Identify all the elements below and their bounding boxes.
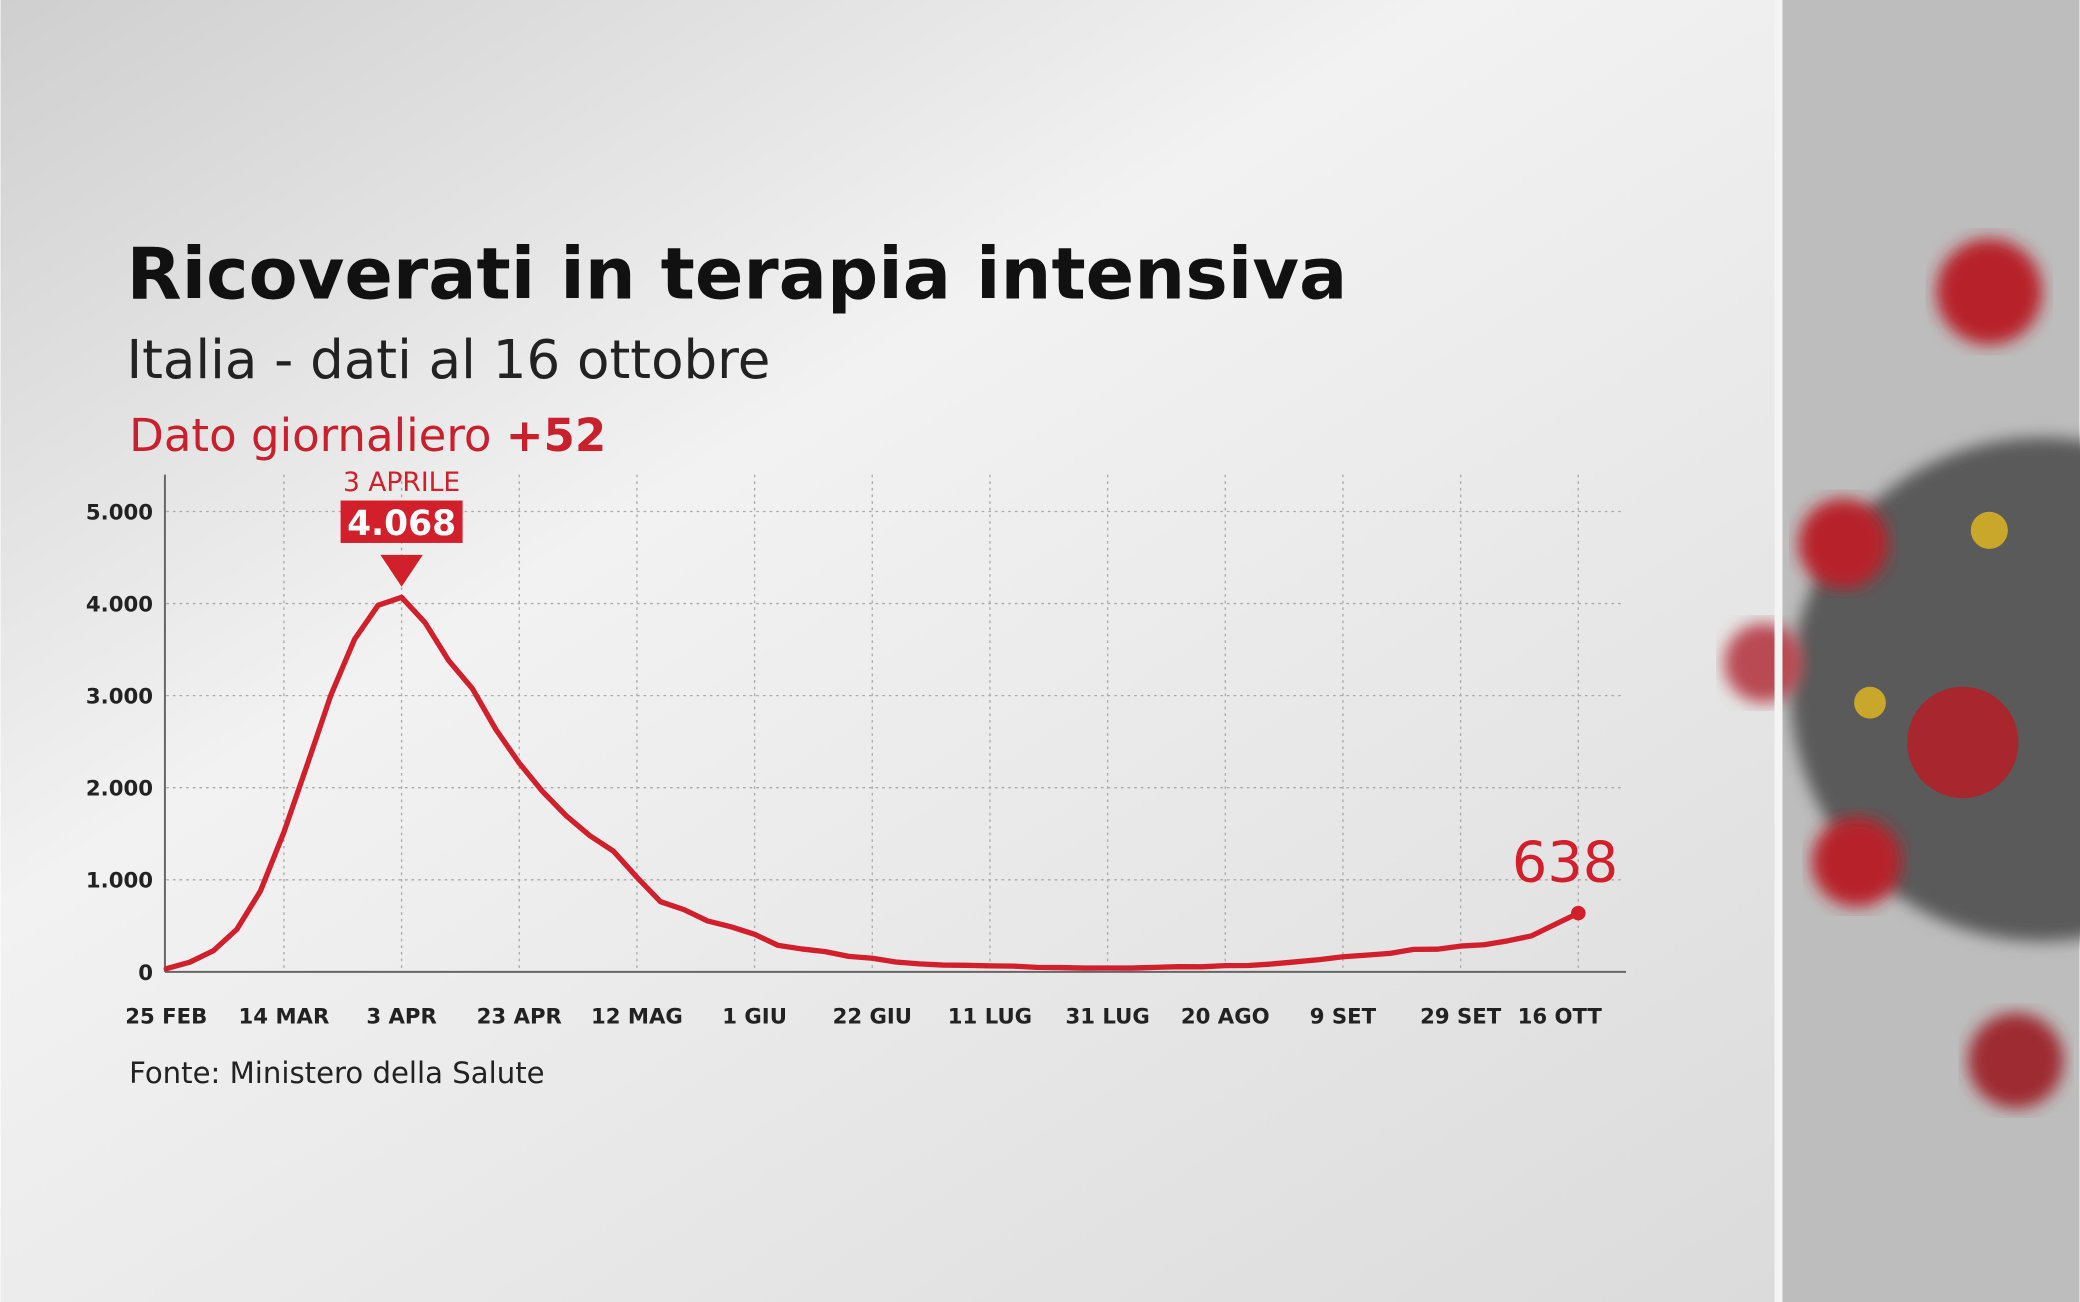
y-tick-label: 2.000 (86, 777, 153, 802)
daily-label-text: Dato giornaliero (129, 409, 491, 462)
x-tick-label: 31 LUG (1065, 1005, 1149, 1030)
y-tick-label: 5.000 (86, 500, 153, 525)
x-tick-label: 11 LUG (948, 1005, 1032, 1030)
x-tick-label: 3 APR (366, 1005, 436, 1030)
data-line (163, 594, 1581, 972)
y-tick-label: 0 (138, 961, 153, 986)
peak-pointer (380, 554, 423, 587)
end-point (1571, 905, 1586, 921)
x-tick-label: 14 MAR (239, 1005, 330, 1030)
end-value-label: 638 (1512, 830, 1618, 895)
source: Fonte: Ministero della Salute (129, 1056, 544, 1090)
x-tick-label: 9 SET (1310, 1005, 1377, 1030)
x-tick-label: 23 APR (477, 1005, 562, 1030)
x-tick-label: 1 GIU (722, 1005, 787, 1030)
y-tick-label: 4.000 (86, 593, 153, 618)
peak-box (340, 500, 463, 543)
x-tick-label: 16 OTT (1518, 1005, 1603, 1030)
x-tick-label: 25 FEB (125, 1005, 207, 1030)
chart-title: Ricoverati in terapia intensiva (126, 232, 1347, 315)
peak-value-label: 4.068 (347, 504, 456, 544)
x-tick-label: 22 GIU (833, 1005, 912, 1030)
daily-change: +52 (506, 409, 606, 462)
daily-label: Dato giornaliero +52 (129, 409, 606, 462)
x-tick-label: 12 MAG (591, 1005, 683, 1030)
peak-date-label: 3 APRILE (343, 467, 460, 498)
chart-subtitle: Italia - dati al 16 ottobre (126, 329, 770, 391)
virus-decoration (1724, 0, 2080, 1302)
y-tick-label: 1.000 (86, 869, 153, 894)
x-tick-label: 20 AGO (1181, 1005, 1270, 1030)
x-tick-label: 29 SET (1420, 1005, 1502, 1030)
y-tick-label: 3.000 (86, 685, 153, 710)
